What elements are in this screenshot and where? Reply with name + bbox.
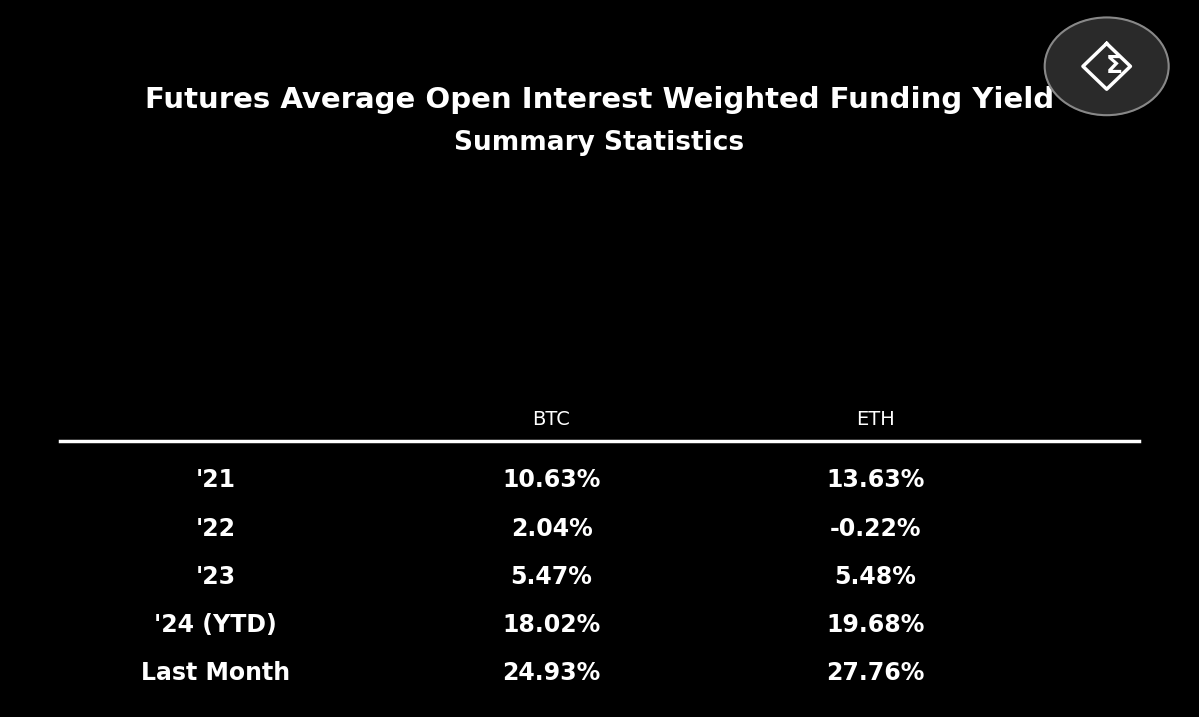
- Text: 27.76%: 27.76%: [826, 660, 924, 685]
- Text: Summary Statistics: Summary Statistics: [454, 130, 745, 156]
- Text: -0.22%: -0.22%: [830, 517, 921, 541]
- Text: 18.02%: 18.02%: [502, 613, 601, 637]
- Circle shape: [1044, 17, 1169, 115]
- Text: Last Month: Last Month: [141, 660, 290, 685]
- Text: 5.47%: 5.47%: [511, 565, 592, 589]
- Text: BTC: BTC: [532, 410, 571, 429]
- Text: Σ: Σ: [1105, 54, 1123, 78]
- Text: '24 (YTD): '24 (YTD): [155, 613, 277, 637]
- Text: Futures Average Open Interest Weighted Funding Yield: Futures Average Open Interest Weighted F…: [145, 86, 1054, 115]
- Text: ETH: ETH: [856, 410, 894, 429]
- Text: '21: '21: [195, 468, 236, 493]
- Text: '23: '23: [195, 565, 236, 589]
- Text: 13.63%: 13.63%: [826, 468, 924, 493]
- Text: 24.93%: 24.93%: [502, 660, 601, 685]
- Text: 19.68%: 19.68%: [826, 613, 924, 637]
- Text: 10.63%: 10.63%: [502, 468, 601, 493]
- Text: 5.48%: 5.48%: [835, 565, 916, 589]
- Text: 2.04%: 2.04%: [511, 517, 592, 541]
- Text: '22: '22: [195, 517, 236, 541]
